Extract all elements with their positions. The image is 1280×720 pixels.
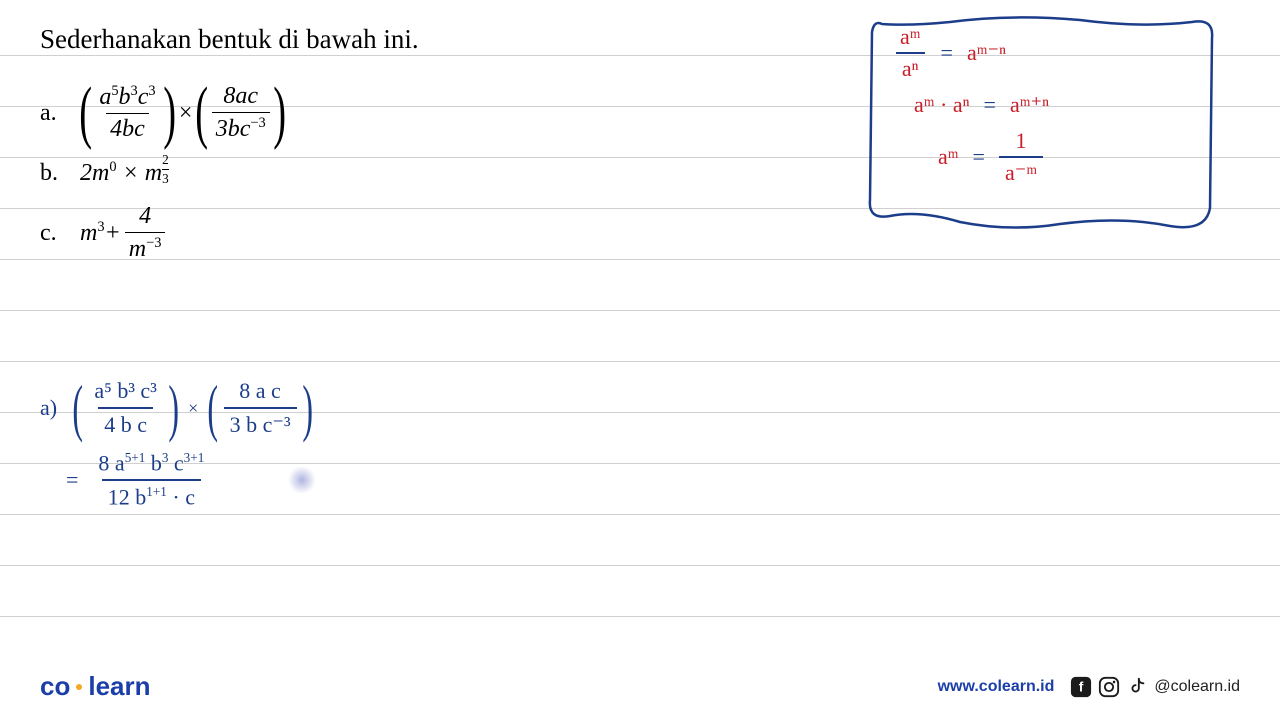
problem-a-label: a. bbox=[40, 100, 80, 127]
right-paren-icon: ) bbox=[273, 85, 286, 141]
plus-operator: + bbox=[105, 220, 121, 247]
expr-c-frac-num: 4 bbox=[135, 203, 155, 232]
handwork-label: a) bbox=[40, 395, 57, 421]
f1-lnum: aᵐ bbox=[894, 24, 927, 52]
f3-left: aᵐ bbox=[938, 144, 959, 170]
social-handle: @colearn.id bbox=[1154, 678, 1240, 696]
brand-logo: co learn bbox=[40, 671, 151, 702]
tiktok-icon bbox=[1126, 676, 1148, 698]
expr-b-base: 2m0 × m bbox=[80, 159, 162, 187]
f1-right: aᵐ⁻ⁿ bbox=[967, 40, 1006, 66]
ink-smudge bbox=[288, 466, 316, 494]
expr-b-sup-frac: 2 3 bbox=[162, 152, 169, 187]
formula-row-2: aᵐ · aⁿ = aᵐ⁺ⁿ bbox=[914, 92, 1196, 118]
footer: co learn www.colearn.id f @colearn.id bbox=[0, 671, 1280, 702]
social-icons: f @colearn.id bbox=[1070, 676, 1240, 698]
frac2-den: 3bc−3 bbox=[212, 112, 270, 143]
instagram-icon bbox=[1098, 676, 1120, 698]
times-operator: × bbox=[188, 398, 198, 419]
frac1-num: a5b3c3 bbox=[95, 83, 159, 113]
left-paren-icon: ( bbox=[196, 85, 209, 141]
problem-b-label: b. bbox=[40, 160, 80, 187]
right-paren-icon: ) bbox=[302, 382, 313, 433]
frac2-num: 8ac bbox=[219, 83, 262, 112]
right-paren-icon: ) bbox=[168, 382, 179, 433]
expr-c-frac-den: m−3 bbox=[125, 232, 166, 263]
left-paren-icon: ( bbox=[79, 85, 92, 141]
logo-dot-icon bbox=[76, 684, 82, 690]
left-paren-icon: ( bbox=[208, 382, 219, 433]
svg-text:f: f bbox=[1079, 679, 1084, 694]
f2-left: aᵐ · aⁿ bbox=[914, 92, 970, 118]
hw-f2-num: 8 a c bbox=[233, 378, 287, 407]
equals-sign: = bbox=[66, 467, 78, 493]
footer-url: www.colearn.id bbox=[938, 678, 1055, 696]
left-paren-icon: ( bbox=[72, 382, 83, 433]
hw-f1-num: a⁵ b³ c³ bbox=[88, 378, 162, 407]
equals-sign: = bbox=[941, 40, 953, 66]
f3-rden: a⁻ᵐ bbox=[999, 156, 1043, 186]
equals-sign: = bbox=[973, 144, 985, 170]
equals-sign: = bbox=[984, 92, 996, 118]
hw-f1-den: 4 b c bbox=[98, 407, 153, 438]
right-paren-icon: ) bbox=[163, 85, 176, 141]
hw-f2-den: 3 b c⁻³ bbox=[224, 407, 297, 438]
f1-lden: aⁿ bbox=[896, 52, 925, 82]
frac1-den: 4bc bbox=[106, 113, 149, 143]
times-operator: × bbox=[179, 100, 193, 127]
f2-right: aᵐ⁺ⁿ bbox=[1010, 92, 1049, 118]
handwritten-work: a) ( a⁵ b³ c³ 4 b c ) × ( 8 a c 3 b c⁻³ … bbox=[40, 378, 314, 511]
hw-l2-num: 8 a5+1 b3 c3+1 bbox=[92, 450, 210, 479]
expr-c-term1: m3 bbox=[80, 219, 105, 247]
facebook-icon: f bbox=[1070, 676, 1092, 698]
problem-c-label: c. bbox=[40, 220, 80, 247]
formula-reference-box: aᵐ aⁿ = aᵐ⁻ⁿ aᵐ · aⁿ = aᵐ⁺ⁿ aᵐ = 1 a⁻ᵐ bbox=[860, 10, 1220, 234]
formula-row-1: aᵐ aⁿ = aᵐ⁻ⁿ bbox=[894, 24, 1196, 82]
hw-l2-den: 12 b1+1 · c bbox=[102, 479, 201, 510]
formula-row-3: aᵐ = 1 a⁻ᵐ bbox=[938, 128, 1196, 186]
logo-co: co bbox=[40, 671, 70, 702]
logo-learn: learn bbox=[88, 671, 150, 702]
f3-rnum: 1 bbox=[1010, 128, 1033, 156]
